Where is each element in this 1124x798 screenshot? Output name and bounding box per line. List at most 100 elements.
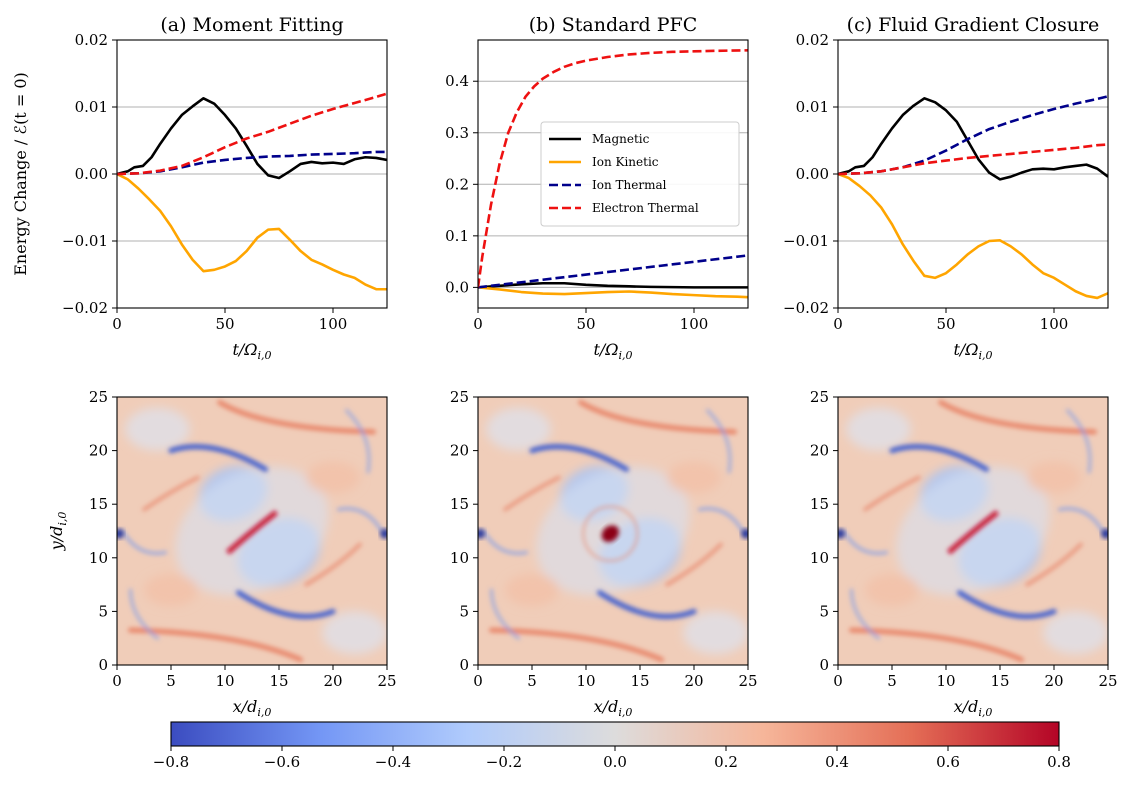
blue-filament (697, 507, 745, 533)
red-filament (849, 627, 1025, 663)
red-filament (489, 627, 665, 663)
red-filament (503, 475, 561, 512)
red-filament (578, 399, 737, 435)
heatmap-2: 00 5 5 10 10 15 15 20 20 25 25 x/di,0 (450, 388, 758, 719)
blue-filament (957, 590, 1057, 619)
x-tick-label: 100 (680, 315, 709, 333)
colorbar-tick-label: −0.2 (486, 753, 522, 771)
blue-filament (490, 588, 520, 640)
warm-patch (1027, 461, 1081, 494)
x-tick-label: 5 (527, 672, 537, 690)
edge-vortex (1101, 528, 1108, 539)
colorbar: −0.8 −0.6 −0.4 −0.2 0.0 0.2 0.4 0.6 0.8 (153, 721, 1071, 771)
current-sheet (601, 525, 619, 543)
colorbar-tick-label: 0.6 (936, 753, 960, 771)
y-tick-label: 5 (459, 602, 469, 620)
x-tick-label: 50 (576, 315, 595, 333)
heatmap-3: 00 5 5 10 10 15 15 20 20 25 25 x/di,0 (810, 388, 1118, 719)
y-tick-label: −0.02 (783, 299, 829, 317)
x-tick-label: 20 (323, 672, 342, 690)
blue-filament (345, 408, 371, 474)
blue-filament (336, 507, 384, 533)
blue-filament (481, 529, 529, 555)
current-sheet (226, 510, 278, 555)
blue-filament (850, 588, 880, 640)
series-line-electron-thermal (478, 49, 748, 288)
edge-vortex (117, 528, 124, 539)
chart-title: (b) Standard PFC (529, 14, 698, 36)
y-tick-label: 0 (459, 656, 469, 674)
y-axis-label: y/di,0 (47, 512, 69, 552)
edge-vortex (478, 528, 485, 539)
series-line-ion-thermal (478, 254, 748, 289)
blue-filament (841, 529, 889, 555)
chart-title: (c) Fluid Gradient Closure (847, 14, 1100, 36)
y-tick-label: 0.02 (75, 31, 108, 49)
x-tick-label: 10 (215, 672, 234, 690)
plot-frame (116, 396, 388, 666)
blue-filament (168, 444, 268, 472)
colorbar-tick-label: −0.4 (375, 753, 411, 771)
blue-filament (1057, 507, 1105, 533)
series-line-4 (117, 92, 387, 176)
x-tick-label: 0 (112, 672, 122, 690)
y-tick-label: 5 (98, 602, 108, 620)
neutral-patch (683, 611, 748, 655)
heatmap-soft-regions (125, 407, 387, 655)
blue-filament (706, 408, 732, 474)
x-tick-label: 25 (377, 672, 396, 690)
blue-filament (236, 590, 336, 619)
x-axis-label: t/Ωi,0 (232, 340, 271, 362)
series-line-magnetic (478, 281, 748, 289)
x-tick-label: 0 (833, 315, 843, 333)
colorbar-tick-label: −0.8 (153, 753, 189, 771)
y-tick-label: 0.00 (75, 165, 108, 183)
y-tick-label: 20 (810, 442, 829, 460)
heatmap-filaments (841, 399, 1105, 663)
y-tick-label: 15 (450, 495, 469, 513)
y-tick-label: 0.01 (75, 98, 108, 116)
x-tick-label: 25 (1098, 672, 1117, 690)
y-tick-label: 0.1 (445, 227, 469, 245)
series-group (838, 95, 1108, 300)
red-filament (938, 399, 1097, 435)
x-tick-label: 0 (473, 315, 483, 333)
y-tick-label: 15 (89, 495, 108, 513)
x-axis-label: x/di,0 (954, 697, 993, 719)
colorbar-tick-label: 0.4 (825, 753, 849, 771)
x-tick-label: 20 (1044, 672, 1063, 690)
neutral-patch (486, 407, 551, 451)
x-tick-label: 0 (112, 315, 122, 333)
x-tick-label: 25 (738, 672, 757, 690)
series-line-ion-kinetic (478, 286, 748, 299)
plot-frame (477, 396, 749, 666)
x-axis-label: x/di,0 (594, 697, 633, 719)
plot-frame (837, 396, 1109, 666)
y-tick-label: 0.3 (445, 124, 469, 142)
neutral-patch (846, 407, 911, 451)
y-tick-label: 0 (98, 656, 108, 674)
heatmap-1: 00 5 5 10 10 15 15 20 20 25 25 x/di,0 y/di,0 (47, 388, 397, 719)
y-tick-label: 25 (810, 388, 829, 406)
blue-filament (597, 590, 697, 619)
y-tick-label: 0.2 (445, 175, 469, 193)
warm-patch (667, 461, 721, 494)
warm-patch (144, 573, 198, 607)
line-chart-1: −0.02 −0.01 0.00 0.01 0.02 0 50 100 (a) Moment F… (11, 14, 388, 362)
red-filament (863, 475, 921, 512)
x-tick-label: 100 (1040, 315, 1069, 333)
x-tick-label: 15 (630, 672, 649, 690)
red-filament (1025, 542, 1083, 587)
red-filament (217, 399, 376, 435)
y-tick-label: 0 (819, 656, 829, 674)
y-tick-label: 20 (89, 442, 108, 460)
y-tick-label: 0.01 (796, 98, 829, 116)
neutral-patch (322, 611, 387, 655)
current-ring (582, 505, 639, 562)
red-filament (142, 475, 200, 512)
neutral-patch (125, 407, 190, 451)
legend-entry: Ion Thermal (592, 178, 667, 192)
y-tick-label: 10 (89, 549, 108, 567)
heatmap-field (478, 397, 748, 665)
